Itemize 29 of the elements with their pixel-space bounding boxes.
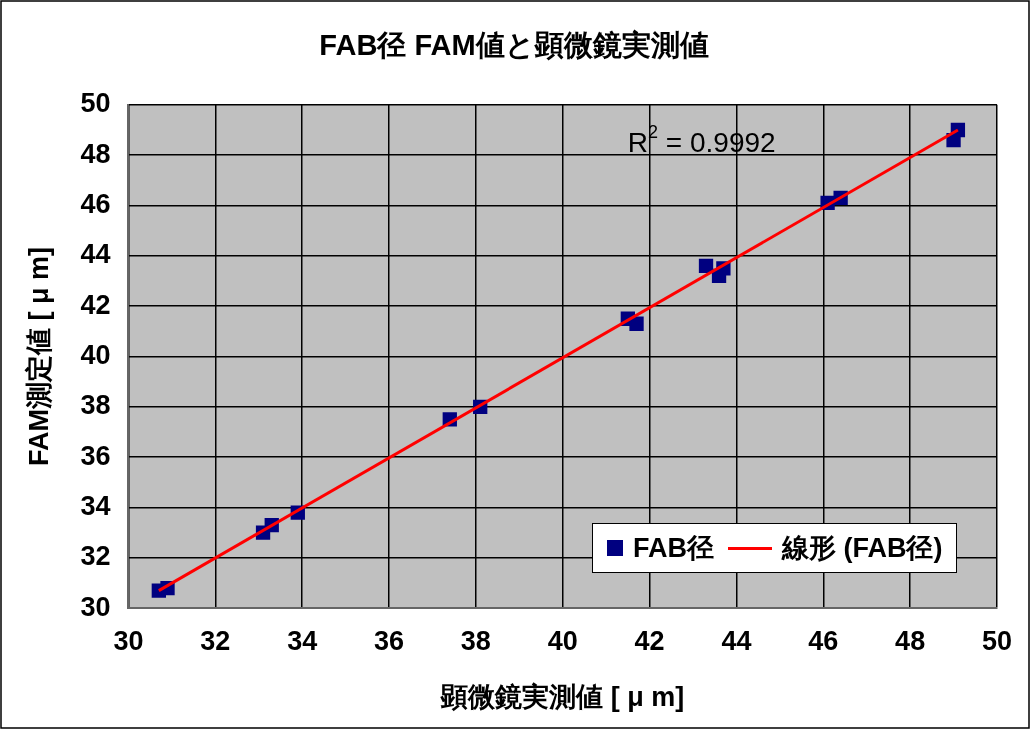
point — [629, 316, 644, 331]
y-tick-label: 42 — [80, 289, 111, 320]
x-tick-label: 38 — [460, 625, 491, 656]
legend-label: FAB径 — [632, 532, 714, 566]
x-tick-label: 36 — [373, 625, 405, 656]
y-tick-label: 36 — [80, 440, 111, 471]
x-tick-label: 46 — [808, 625, 839, 656]
y-axis-title: FAM測定値 [ μ m] — [23, 246, 54, 467]
x-tick-label: 50 — [981, 625, 1013, 656]
x-tick-label: 30 — [113, 625, 144, 656]
chart-title: FAB径 FAM値と顕微鏡実測値 — [319, 29, 709, 62]
y-tick-label: 38 — [80, 390, 111, 421]
y-tick-label: 46 — [80, 188, 111, 219]
y-tick-label: 34 — [80, 490, 111, 521]
y-tick-label: 32 — [80, 541, 111, 572]
x-tick-label: 42 — [634, 625, 665, 656]
x-tick-label: 32 — [200, 625, 231, 656]
y-tick-label: 30 — [80, 591, 111, 622]
y-tick-label: 44 — [80, 239, 111, 270]
x-tick-label: 34 — [287, 625, 318, 656]
point — [698, 258, 714, 274]
x-axis-title: 顕微鏡実測値 [ μ m] — [440, 682, 685, 713]
x-tick-label: 44 — [721, 625, 752, 656]
y-tick-label: 40 — [80, 339, 111, 370]
x-tick-label: 40 — [547, 625, 578, 656]
y-tick-label: 50 — [80, 88, 111, 119]
legend-label: 線形 (FAB径) — [781, 532, 943, 566]
x-tick-label: 48 — [895, 625, 926, 656]
y-tick-label: 48 — [80, 138, 111, 169]
